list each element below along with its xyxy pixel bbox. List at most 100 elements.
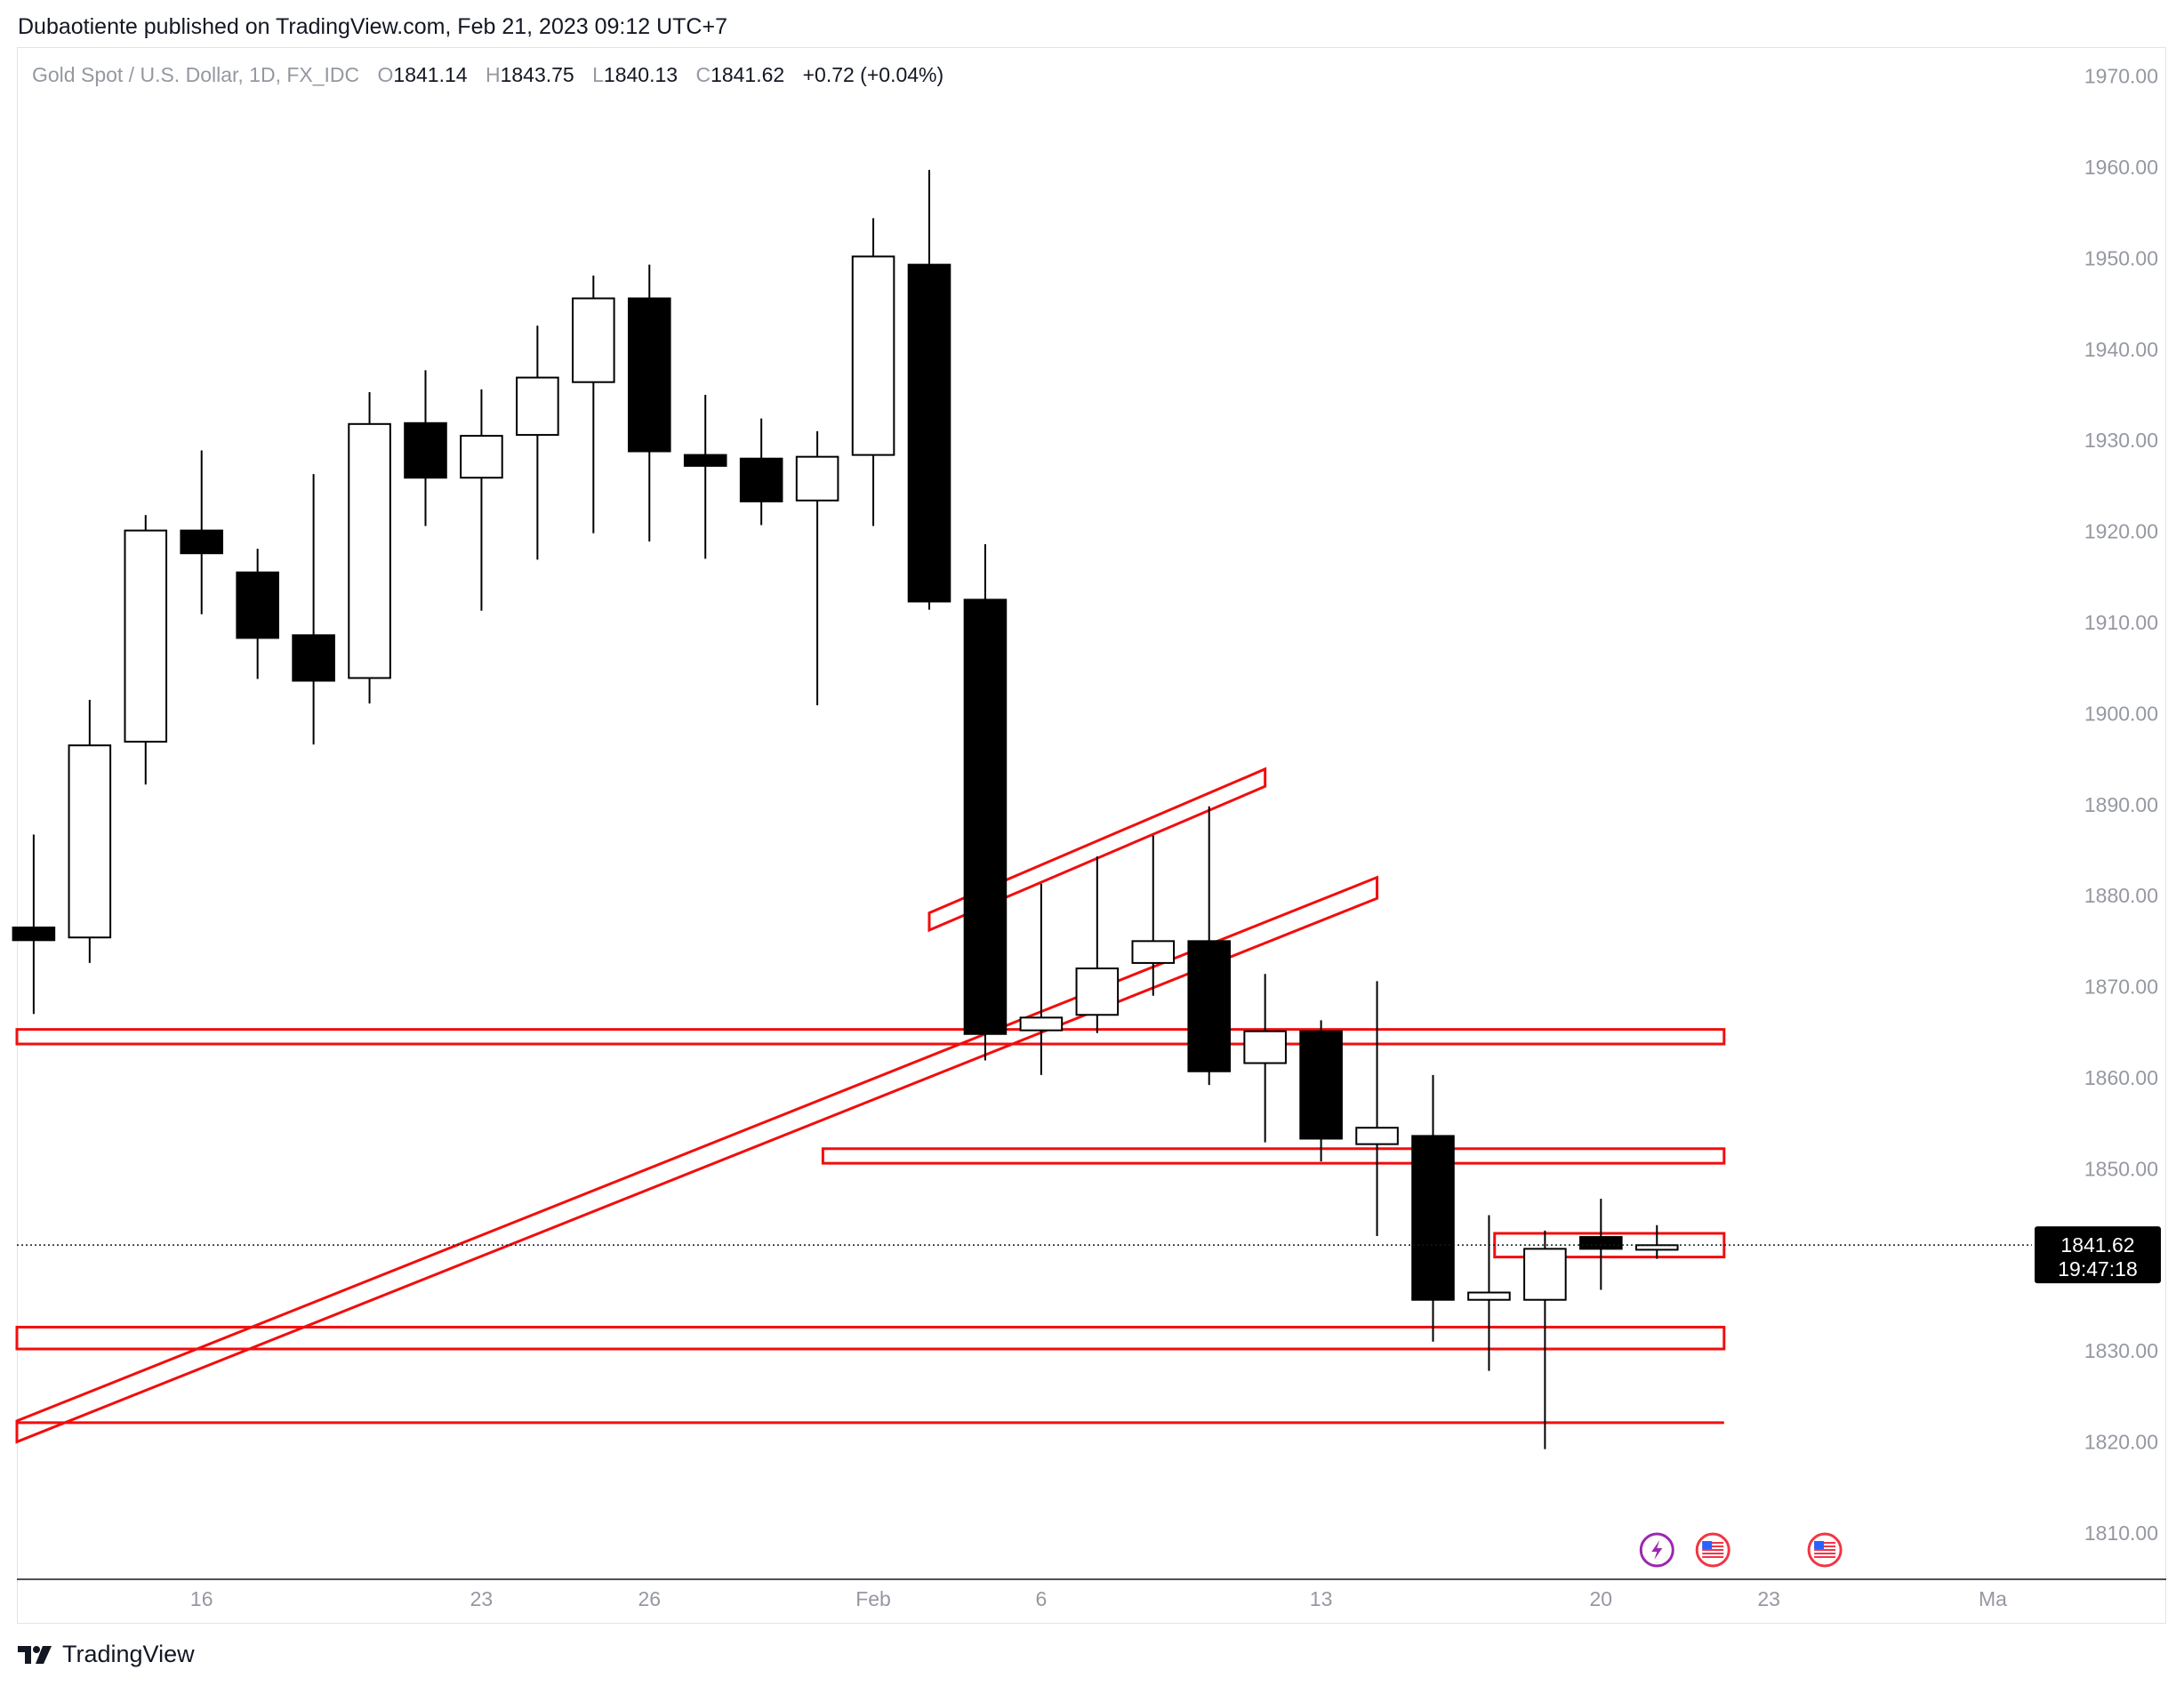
time-tick-label: 26 xyxy=(638,1587,661,1610)
candle[interactable] xyxy=(516,325,559,560)
chart-frame xyxy=(17,47,2166,1624)
flag-stripe xyxy=(1814,1546,1836,1547)
candle[interactable] xyxy=(1467,1215,1511,1371)
symbol-name[interactable]: Gold Spot / U.S. Dollar, 1D, FX_IDC xyxy=(32,63,360,86)
candle[interactable] xyxy=(572,275,615,534)
support-resistance-zone[interactable] xyxy=(821,1147,1726,1165)
candle-body-up xyxy=(851,255,895,456)
candle-body-down xyxy=(1299,1030,1343,1140)
price-tick-label: 1890.00 xyxy=(2084,793,2158,816)
time-tick-label: 6 xyxy=(1035,1587,1047,1610)
candle[interactable] xyxy=(627,264,671,542)
time-tick-label: 16 xyxy=(190,1587,213,1610)
candle[interactable] xyxy=(404,370,447,526)
candle[interactable] xyxy=(460,389,503,611)
candle-body-up xyxy=(68,744,112,939)
candle[interactable] xyxy=(1523,1230,1567,1449)
price-tag-box xyxy=(2035,1226,2161,1284)
high-value: 1843.75 xyxy=(500,63,574,86)
candle-body-up xyxy=(516,376,559,437)
price-tick-label: 1860.00 xyxy=(2084,1066,2158,1089)
support-resistance-zone[interactable] xyxy=(15,1028,1726,1046)
time-tick-label: 13 xyxy=(1310,1587,1333,1610)
price-tag-countdown: 19:47:18 xyxy=(2058,1257,2138,1281)
candle[interactable] xyxy=(124,515,168,785)
candle[interactable] xyxy=(1355,981,1399,1237)
candle-body-up xyxy=(795,455,839,502)
candle[interactable] xyxy=(907,170,951,610)
flag-stripe xyxy=(1814,1542,1836,1544)
flag-stripe xyxy=(1814,1556,1836,1558)
flag-stripe xyxy=(1814,1553,1836,1554)
candle[interactable] xyxy=(1131,835,1176,996)
flag-stripe xyxy=(1702,1556,1724,1558)
time-tick-label: 20 xyxy=(1590,1587,1613,1610)
candle[interactable] xyxy=(236,549,279,679)
support-resistance-zone[interactable] xyxy=(15,1325,1726,1351)
trend-channel[interactable] xyxy=(15,875,1379,1444)
low-value: 1840.13 xyxy=(603,63,678,86)
candle-body-down xyxy=(404,422,447,479)
candle[interactable] xyxy=(1579,1199,1623,1290)
price-tag-value: 1841.62 xyxy=(2060,1233,2134,1256)
change-value: +0.72 (+0.04%) xyxy=(802,63,944,86)
price-tick-label: 1920.00 xyxy=(2084,520,2158,543)
candle[interactable] xyxy=(1187,806,1232,1086)
candle-body-down xyxy=(292,634,335,682)
price-tick-label: 1900.00 xyxy=(2084,702,2158,725)
time-axis: 16 23 26 Feb 6 13 20 23 Ma xyxy=(190,1587,2007,1610)
us-flag-event-icon[interactable] xyxy=(1807,1532,1843,1568)
trend-channel[interactable] xyxy=(927,767,1267,933)
symbol-legend: Gold Spot / U.S. Dollar, 1D, FX_IDC O184… xyxy=(32,63,943,87)
candle-body-up xyxy=(1075,967,1120,1016)
candle[interactable] xyxy=(739,418,783,526)
candle[interactable] xyxy=(1243,974,1287,1143)
candle-body-down xyxy=(1411,1135,1455,1301)
candle[interactable] xyxy=(851,218,895,526)
high-label: H xyxy=(485,63,501,86)
candle-body-up xyxy=(1243,1030,1287,1064)
candle[interactable] xyxy=(795,431,839,706)
candle[interactable] xyxy=(180,450,224,614)
candle-body-down xyxy=(627,297,671,453)
publisher-credit: Dubaotiente published on TradingView.com… xyxy=(18,14,727,39)
time-tick-label: 23 xyxy=(470,1587,494,1610)
price-tick-label: 1810.00 xyxy=(2084,1521,2158,1545)
price-tick-label: 1830.00 xyxy=(2084,1339,2158,1362)
lightning-event-icon[interactable] xyxy=(1639,1532,1674,1568)
open-value: 1841.14 xyxy=(393,63,468,86)
event-markers xyxy=(1639,1532,1843,1568)
candle[interactable] xyxy=(12,834,56,1015)
flag-stripe xyxy=(1702,1546,1724,1547)
price-tick-label: 1880.00 xyxy=(2084,884,2158,907)
candle[interactable] xyxy=(1411,1074,1455,1342)
us-flag-event-icon[interactable] xyxy=(1695,1532,1730,1568)
price-tick-label: 1950.00 xyxy=(2084,246,2158,269)
tradingview-logo-icon xyxy=(18,1645,52,1664)
candle[interactable] xyxy=(68,700,112,963)
time-tick-label: Ma xyxy=(1979,1587,2007,1610)
low-label: L xyxy=(592,63,604,86)
candle[interactable] xyxy=(683,395,727,559)
candle[interactable] xyxy=(292,474,335,745)
tradingview-logo[interactable]: TradingView xyxy=(18,1641,195,1668)
flag-stripe xyxy=(1702,1553,1724,1554)
open-label: O xyxy=(377,63,394,86)
candle[interactable] xyxy=(348,391,391,704)
candle[interactable] xyxy=(1299,1020,1343,1162)
price-tick-label: 1820.00 xyxy=(2084,1430,2158,1453)
candle[interactable] xyxy=(963,543,1008,1061)
candle[interactable] xyxy=(1634,1224,1679,1259)
candle-body-up xyxy=(1467,1291,1511,1301)
candle-body-down xyxy=(683,454,727,467)
candle-body-down xyxy=(963,598,1008,1035)
candle-body-up xyxy=(124,529,168,743)
price-tick-label: 1940.00 xyxy=(2084,338,2158,361)
candle-body-down xyxy=(1579,1236,1623,1250)
lightning-glyph xyxy=(1651,1540,1663,1560)
candle[interactable] xyxy=(1019,883,1064,1075)
candle[interactable] xyxy=(1075,856,1120,1033)
price-tick-label: 1910.00 xyxy=(2084,611,2158,634)
candle-body-down xyxy=(236,571,279,639)
